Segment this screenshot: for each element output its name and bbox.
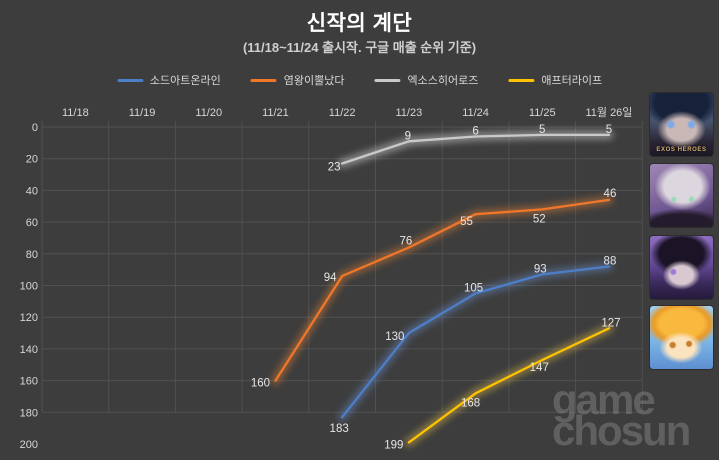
watermark-gamechosun: game chosun [552, 376, 691, 454]
axis-tick-labels: 0 20 40 60 80 100 120 140 160 180 200 11/18 11/19 11/… [20, 105, 633, 451]
data-label: 105 [464, 282, 483, 294]
data-label: 76 [399, 235, 412, 247]
series-line-엑소스히어로즈 [341, 133, 611, 165]
y-tick-label: 20 [26, 154, 38, 166]
legend-swatch [116, 78, 143, 82]
y-tick-label: 60 [26, 217, 38, 229]
x-tick-label: 11월 26일 [585, 105, 632, 119]
watermark-line-chosun: chosun [552, 407, 691, 454]
data-label: 46 [604, 188, 617, 200]
series-line-염왕이뿔났다 [274, 198, 611, 382]
data-label: 52 [533, 213, 546, 225]
watermark-line-game: game [552, 376, 656, 423]
data-label: 9 [405, 130, 411, 142]
data-label: 127 [601, 317, 620, 329]
data-label: 147 [530, 362, 549, 374]
legend-item-소드아트온라인: 소드아트온라인 [116, 72, 221, 88]
game-icon-exos-heroes: EXOS HEROES [650, 93, 713, 156]
data-label: 93 [534, 263, 547, 275]
data-label: 94 [324, 272, 337, 284]
game-icon-yeomwang [650, 164, 713, 227]
game-icon-sword-art-online [650, 236, 713, 299]
x-tick-label: 11/20 [195, 107, 222, 119]
series-lines [271, 130, 614, 447]
y-tick-label: 140 [20, 344, 38, 356]
legend-item-엑소스히어로즈: 엑소스히어로즈 [374, 72, 479, 88]
legend-item-애프터라이프: 애프터라이프 [508, 72, 602, 88]
y-tick-label: 40 [26, 185, 38, 197]
data-label: 5 [539, 124, 545, 136]
game-icon-afterlife [650, 306, 713, 369]
legend-swatch [508, 78, 535, 82]
y-tick-label: 200 [20, 439, 38, 451]
series-line-소드아트온라인 [341, 265, 611, 419]
legend-label: 소드아트온라인 [149, 75, 221, 87]
y-tick-label: 0 [32, 122, 38, 134]
x-tick-label: 11/25 [529, 107, 556, 119]
series-line-애프터라이프 [407, 327, 611, 444]
chart-legend: 소드아트온라인 염왕이뿔났다 엑소스히어로즈 애프터라이프 [116, 72, 602, 88]
data-label: 55 [460, 216, 473, 228]
y-tick-label: 100 [20, 281, 38, 293]
y-tick-label: 120 [20, 312, 38, 324]
x-tick-label: 11/18 [62, 107, 89, 119]
legend-item-염왕이뿔났다: 염왕이뿔났다 [250, 72, 345, 88]
x-tick-label: 11/19 [129, 107, 156, 119]
x-tick-label: 11/22 [329, 107, 356, 119]
y-tick-label: 80 [26, 249, 38, 261]
x-tick-label: 11/23 [395, 107, 422, 119]
gridlines [41, 121, 643, 413]
x-tick-label: 11/24 [462, 107, 489, 119]
legend-label: 염왕이뿔났다 [283, 75, 345, 87]
y-tick-label: 180 [20, 407, 38, 419]
page-title: 신작의 계단 [306, 12, 413, 35]
x-tick-label: 11/21 [262, 107, 289, 119]
legend-label: 엑소스히어로즈 [407, 75, 479, 87]
data-label: 199 [384, 439, 403, 451]
data-label: 23 [328, 161, 341, 173]
y-tick-label: 160 [20, 376, 38, 388]
data-label: 5 [606, 124, 612, 136]
data-label: 88 [604, 255, 617, 267]
legend-label: 애프터라이프 [541, 75, 603, 87]
data-label: 6 [472, 126, 478, 138]
page-subtitle: (11/18~11/24 출시작. 구글 매출 순위 기준) [242, 40, 477, 55]
data-label: 130 [385, 331, 404, 343]
legend-swatch [374, 78, 401, 82]
data-label: 168 [461, 397, 480, 409]
exos-heroes-caption: EXOS HEROES [656, 147, 707, 153]
data-label: 183 [330, 423, 349, 435]
legend-swatch [250, 78, 277, 82]
data-label: 160 [251, 378, 270, 390]
